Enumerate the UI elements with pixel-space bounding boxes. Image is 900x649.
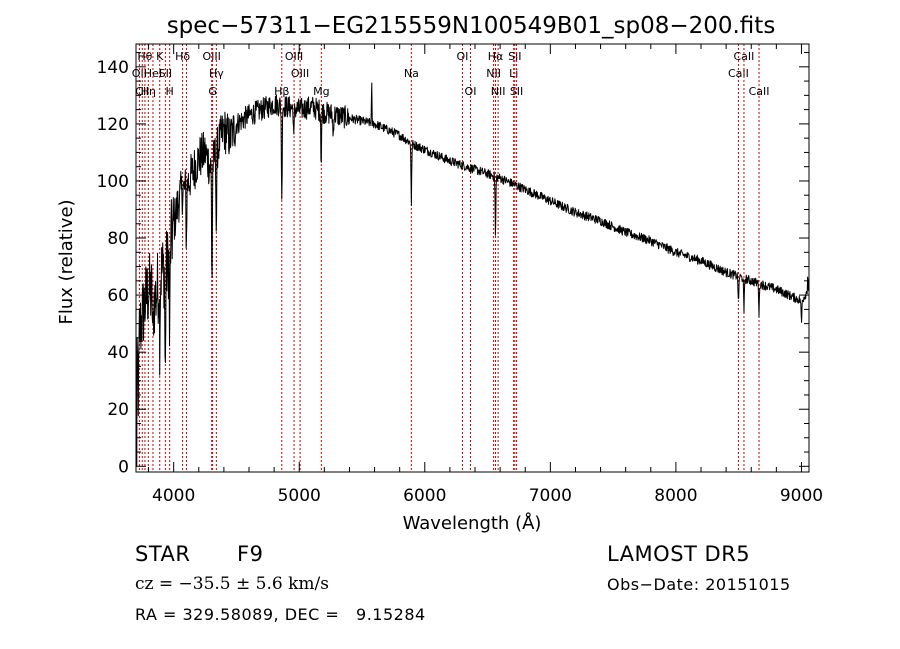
spectral-line-label: HeI xyxy=(144,67,162,80)
x-axis-label: Wavelength (Å) xyxy=(403,512,542,534)
y-tick-label: 120 xyxy=(97,115,129,135)
spectral-line-label: Hγ xyxy=(209,67,224,80)
spectral-line-label: OIII xyxy=(203,50,221,63)
plot-frame xyxy=(135,43,810,473)
spectral-line-label: SII xyxy=(159,67,172,80)
spectral-line-label: CaII xyxy=(733,50,754,63)
spectral-line-label: OIII xyxy=(285,50,303,63)
spectral-line-label: Hη xyxy=(141,85,156,98)
x-tick-label: 8000 xyxy=(654,486,697,506)
spectral-line-label: OI xyxy=(465,85,477,98)
spectrum-layer xyxy=(135,82,809,467)
y-tick-label: 80 xyxy=(107,229,129,249)
spectral-line-label: Hα xyxy=(488,50,504,63)
spectral-line-label: Li xyxy=(509,67,518,80)
spectral-line-label: OI xyxy=(457,50,469,63)
coordinates: RA = 329.58089, DEC = 9.15284 xyxy=(135,605,426,624)
chart-title: spec−57311−EG215559N100549B01_sp08−200.f… xyxy=(167,13,776,39)
axes: 4000 5000 6000 7000 8000 9000 0 20 40 60 80 100 120 1… xyxy=(97,44,823,506)
spectral-line-label: G xyxy=(208,85,217,98)
x-tick-label: 9000 xyxy=(780,486,823,506)
y-tick-label: 100 xyxy=(97,172,129,192)
spectral-line-label: SII xyxy=(510,85,523,98)
spectral-line-label: K xyxy=(156,50,164,63)
spectral-line-label: Hβ xyxy=(274,85,289,98)
x-tick-label: 7000 xyxy=(529,486,572,506)
spectral-line-label: CaII xyxy=(728,67,749,80)
spectral-line-label: Hδ xyxy=(175,50,190,63)
spectral-line-label: CaII xyxy=(749,85,770,98)
object-class: STAR xyxy=(135,542,191,566)
y-tick-label: 40 xyxy=(107,343,129,363)
y-tick-label: 20 xyxy=(107,400,129,420)
spectral-line-label: H xyxy=(166,85,174,98)
y-tick-label: 0 xyxy=(118,457,129,477)
spectral-line-label: NII xyxy=(486,67,501,80)
x-tick-label: 6000 xyxy=(403,486,446,506)
x-tick-label: 4000 xyxy=(152,486,195,506)
spectral-line-label: NII xyxy=(491,85,506,98)
x-tick-label: 5000 xyxy=(278,486,321,506)
redshift-value: cz = −35.5 ± 5.6 km/s xyxy=(135,574,329,594)
y-tick-label: 60 xyxy=(107,286,129,306)
survey-name: LAMOST DR5 xyxy=(607,542,751,566)
spectral-line-label: Na xyxy=(404,67,419,80)
spectral-line-label: CII xyxy=(135,85,149,98)
spectrum-line xyxy=(135,82,809,467)
y-tick-label: 140 xyxy=(97,58,129,78)
observation-date: Obs−Date: 20151015 xyxy=(607,575,791,594)
spectral-line-label: OIII xyxy=(291,67,309,80)
spectral-line-label: Hθ xyxy=(137,50,152,63)
spectral-line-label: Mg xyxy=(313,85,329,98)
spectral-line-label: SII xyxy=(508,50,521,63)
spectral-subclass: F9 xyxy=(237,542,264,566)
y-axis-label: Flux (relative) xyxy=(56,199,77,324)
